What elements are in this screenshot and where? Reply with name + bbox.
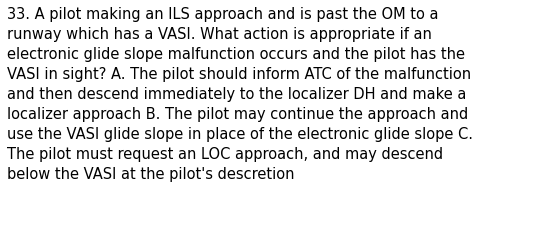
Text: 33. A pilot making an ILS approach and is past the OM to a
runway which has a VA: 33. A pilot making an ILS approach and i… <box>7 7 473 181</box>
